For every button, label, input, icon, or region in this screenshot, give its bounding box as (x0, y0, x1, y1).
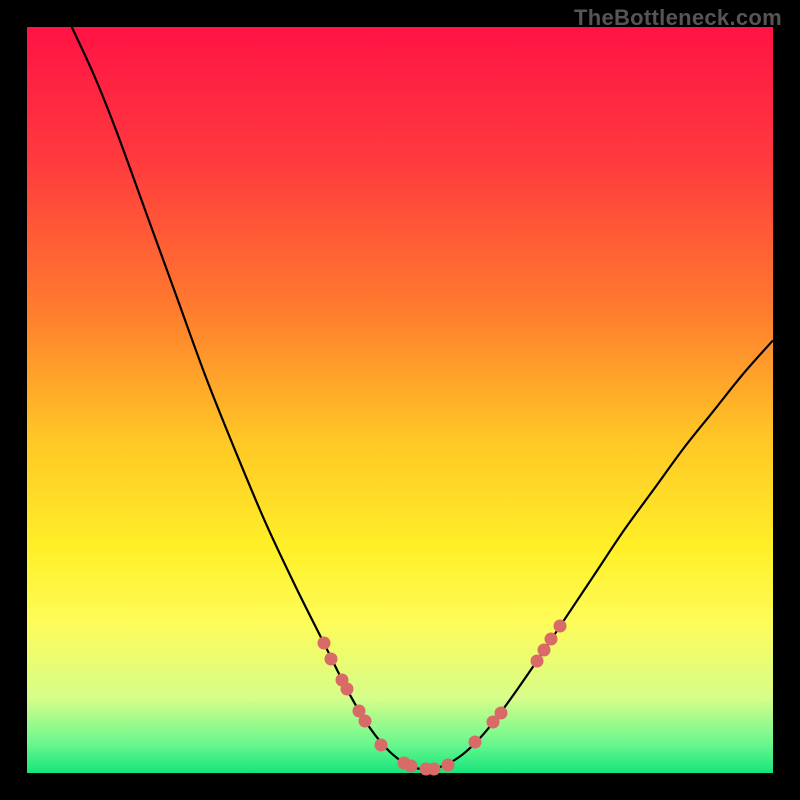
data-marker (341, 683, 354, 696)
data-marker (325, 652, 338, 665)
data-marker (537, 643, 550, 656)
chart-stage: TheBottleneck.com (0, 0, 800, 800)
data-marker (468, 735, 481, 748)
data-marker (442, 758, 455, 771)
watermark-text: TheBottleneck.com (574, 5, 782, 31)
data-marker (427, 762, 440, 775)
data-marker (317, 637, 330, 650)
data-marker (375, 738, 388, 751)
data-marker (358, 714, 371, 727)
data-marker (545, 632, 558, 645)
data-marker (405, 760, 418, 773)
data-marker (494, 707, 507, 720)
data-marker (530, 655, 543, 668)
plot-frame (27, 27, 773, 773)
markers-layer (27, 27, 773, 773)
data-marker (554, 620, 567, 633)
